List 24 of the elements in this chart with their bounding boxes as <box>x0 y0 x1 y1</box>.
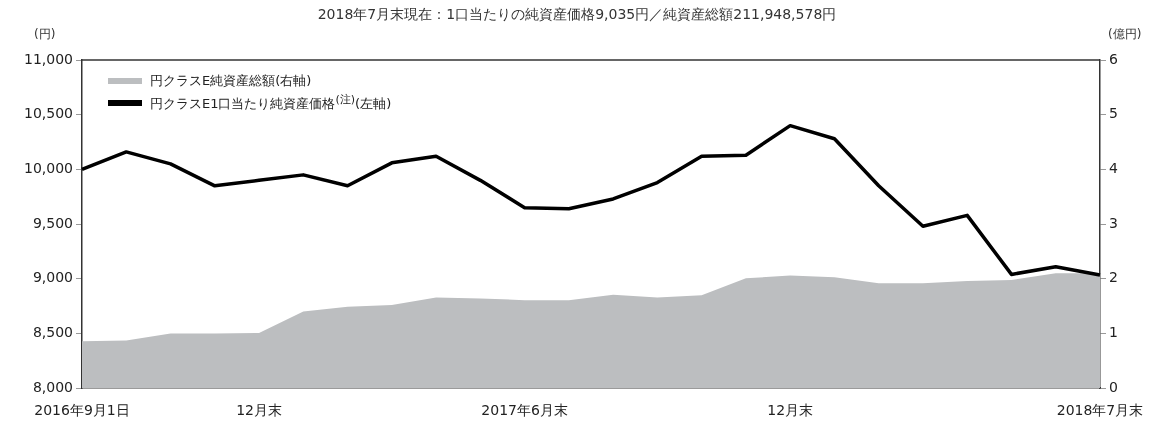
x-tick-label: 12月末 <box>767 402 814 419</box>
legend-label: 円クラスE1口当たり純資産価格$^{(注)}$(左軸) <box>150 92 392 114</box>
chart-title: 2018年7月末現在：1口当たりの純資産価格9,035円／純資産総額211,948,578円 <box>316 6 838 24</box>
y2-tick-label: 0 <box>1109 378 1118 395</box>
y2-tick-label: 5 <box>1109 105 1118 122</box>
y-tick-label: 9,500 <box>32 214 73 231</box>
y2-tick-label: 1 <box>1109 324 1118 341</box>
y-tick-label: 11,000 <box>24 50 73 67</box>
x-tick-label: 2016年9月1日 <box>34 402 130 419</box>
y-tick-label: 9,000 <box>32 269 73 286</box>
legend-label: 円クラスE純資産総額(右軸) <box>150 72 312 90</box>
y2-tick-label: 2 <box>1109 269 1118 286</box>
x-tick-label: 2018年7月末 <box>1056 402 1144 419</box>
y-tick-label: 10,500 <box>24 105 73 122</box>
y2-tick-label: 6 <box>1109 50 1118 67</box>
y-tick-label: 8,500 <box>32 324 73 341</box>
y2-axis-title: (億円) <box>1108 26 1142 43</box>
x-tick-label: 12月末 <box>236 402 282 419</box>
y-tick-label: 8,000 <box>32 378 73 395</box>
y2-tick-label: 3 <box>1109 214 1118 231</box>
y2-tick-label: 4 <box>1109 160 1118 177</box>
x-tick-label: 2017年6月末 <box>481 402 568 419</box>
y-tick-label: 10,000 <box>24 160 73 177</box>
y-axis-title: (円) <box>34 26 56 43</box>
